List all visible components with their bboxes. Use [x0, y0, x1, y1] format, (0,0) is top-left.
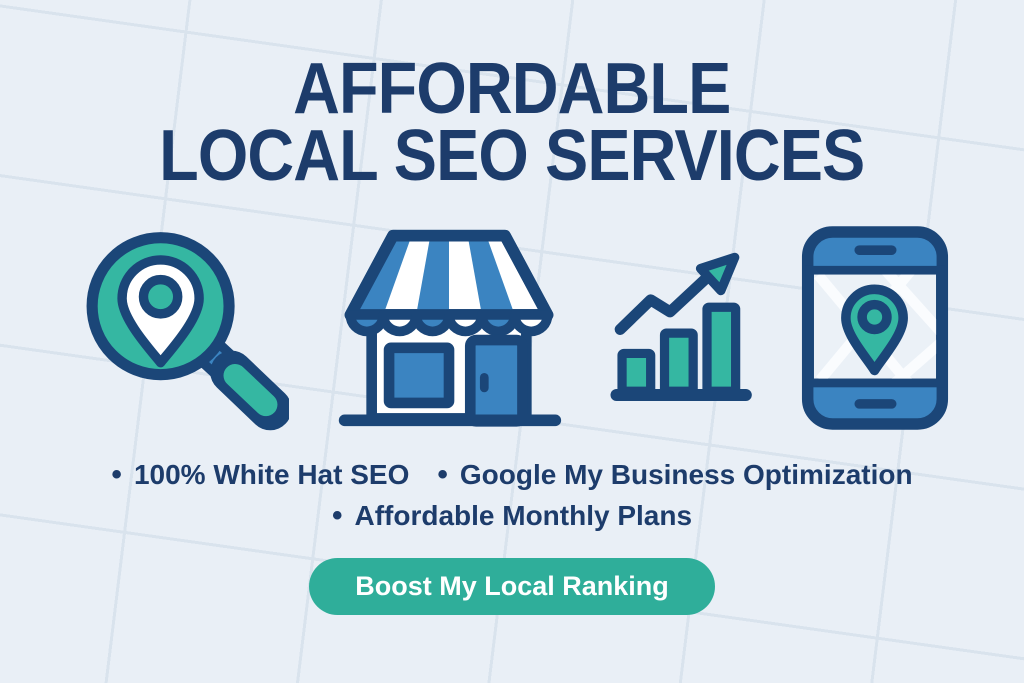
awning-scallop-4: [444, 310, 487, 337]
door-handle: [479, 372, 489, 393]
mobile-map-icon: [801, 226, 949, 431]
growth-arrow-head: [695, 252, 740, 296]
title-line-1: AFFORDABLE: [293, 49, 731, 129]
icons-row: [0, 222, 1024, 435]
chart-bar-medium: [659, 328, 698, 396]
feature-label: 100% White Hat SEO: [133, 458, 410, 490]
awning-scallop-2: [378, 310, 421, 337]
awning-scallop-1: [345, 310, 389, 337]
title-line-2: LOCAL SEO SERVICES: [159, 115, 865, 196]
awning-scallop-3: [411, 310, 454, 337]
awning-stripe-2: [416, 235, 449, 315]
feature-label: Google My Business Optimization: [459, 458, 913, 490]
growth-chart-icon: [610, 252, 752, 401]
growth-arrow-line: [614, 270, 715, 335]
phone-speaker: [854, 245, 897, 256]
feature-label: Affordable Monthly Plans: [354, 499, 693, 531]
feature-item-gmb-optimization: • Google My Business Optimization: [437, 459, 912, 491]
magnifier-handle: [223, 364, 278, 417]
awning-stripe-3: [467, 235, 515, 315]
bullet-dot: •: [331, 498, 343, 532]
store-door: [464, 334, 528, 427]
feature-item-monthly-plans: • Affordable Monthly Plans: [332, 500, 692, 532]
search-magnifier-icon: [86, 232, 289, 431]
cta-button[interactable]: Boost My Local Ranking: [309, 557, 715, 615]
feature-list: • 100% White Hat SEO • Google My Busines…: [87, 459, 937, 532]
awning-scallop-6: [509, 310, 553, 337]
bullet-dot: •: [111, 457, 122, 491]
feature-item-white-hat-seo: • 100% White Hat SEO: [111, 459, 409, 491]
store-window: [383, 342, 455, 409]
chart-bar-small: [617, 348, 656, 396]
phone-screen-border: [805, 266, 945, 388]
location-pin-center: [138, 275, 183, 319]
phone-home-button: [854, 399, 897, 410]
bullet-dot: •: [437, 457, 448, 491]
page-title: AFFORDABLE LOCAL SEO SERVICES: [159, 49, 865, 196]
storefront-icon: [338, 229, 562, 427]
map-pin-center: [857, 300, 892, 335]
chart-bar-tall: [702, 302, 741, 396]
awning-scallop-5: [477, 310, 520, 337]
title-block: AFFORDABLE LOCAL SEO SERVICES: [120, 49, 904, 196]
